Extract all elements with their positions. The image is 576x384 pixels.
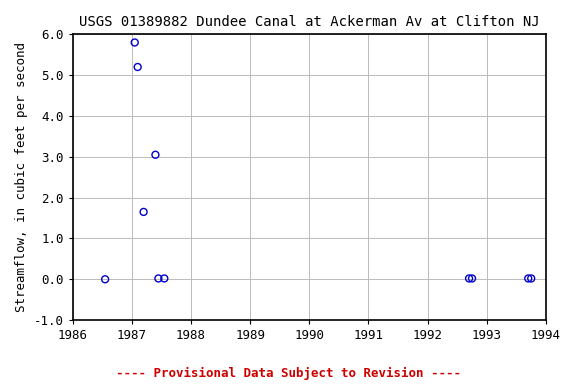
Point <box>130 40 139 46</box>
Point <box>526 275 536 281</box>
Point <box>524 275 533 281</box>
Point <box>464 275 473 281</box>
Point <box>467 275 476 281</box>
Point <box>151 152 160 158</box>
Title: USGS 01389882 Dundee Canal at Ackerman Av at Clifton NJ: USGS 01389882 Dundee Canal at Ackerman A… <box>79 15 540 29</box>
Text: ---- Provisional Data Subject to Revision ----: ---- Provisional Data Subject to Revisio… <box>116 367 460 380</box>
Point <box>160 275 169 281</box>
Point <box>101 276 110 282</box>
Point <box>154 275 163 281</box>
Point <box>139 209 148 215</box>
Point <box>133 64 142 70</box>
Y-axis label: Streamflow, in cubic feet per second: Streamflow, in cubic feet per second <box>15 42 28 312</box>
